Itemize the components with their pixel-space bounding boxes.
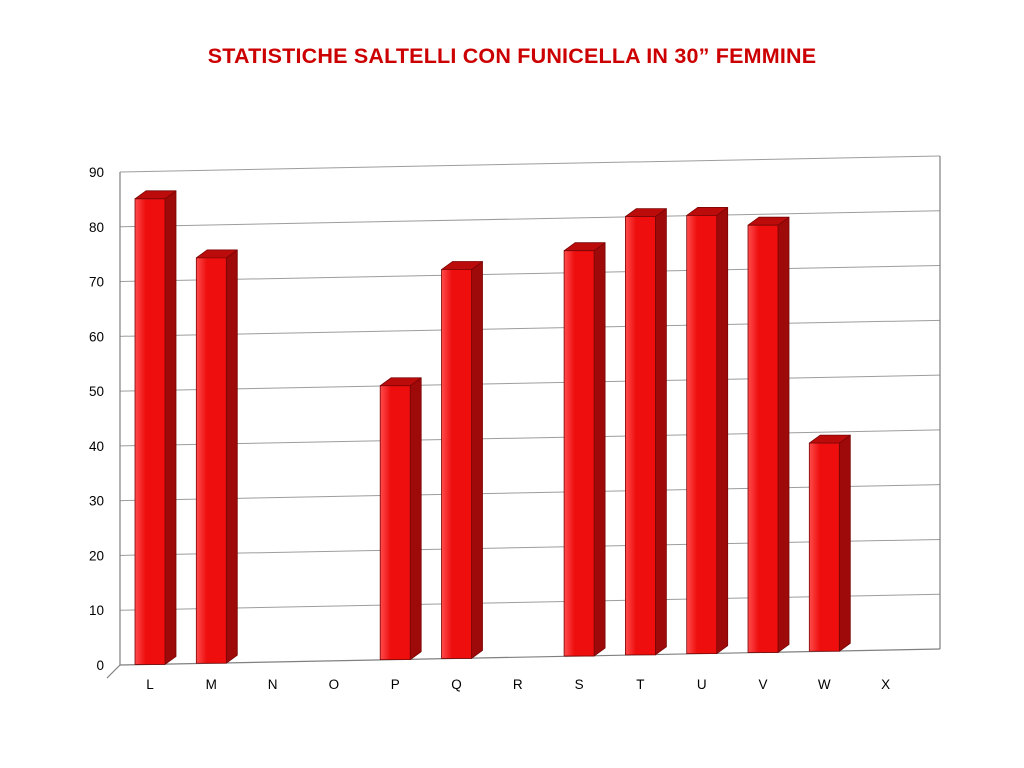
bar-V bbox=[747, 216, 790, 653]
bars bbox=[134, 190, 851, 665]
x-category-label: X bbox=[881, 677, 890, 692]
y-tick-label: 10 bbox=[89, 603, 104, 618]
axis-lines bbox=[106, 156, 941, 679]
gridlines bbox=[119, 155, 941, 611]
x-category-label: M bbox=[206, 677, 217, 692]
x-category-label: S bbox=[575, 677, 584, 692]
y-tick-label: 30 bbox=[89, 494, 104, 509]
y-tick-label: 90 bbox=[89, 165, 104, 180]
y-tick-label: 40 bbox=[89, 439, 104, 454]
x-category-label: W bbox=[818, 677, 831, 692]
x-category-label: V bbox=[758, 677, 767, 692]
y-axis-labels: 0 10 20 30 40 50 60 70 80 90 bbox=[89, 165, 104, 673]
bar-S bbox=[563, 242, 606, 657]
x-category-label: R bbox=[513, 677, 523, 692]
bar-W bbox=[808, 434, 851, 652]
y-tick-label: 0 bbox=[96, 658, 104, 673]
x-category-label: T bbox=[636, 677, 644, 692]
chart-title: STATISTICHE SALTELLI CON FUNICELLA IN 30… bbox=[207, 44, 817, 68]
y-tick-label: 80 bbox=[89, 220, 104, 235]
x-category-label: O bbox=[329, 677, 340, 692]
y-tick-label: 50 bbox=[89, 384, 104, 399]
x-category-label: L bbox=[146, 677, 154, 692]
bar-M bbox=[195, 249, 238, 664]
x-category-label: N bbox=[268, 677, 278, 692]
bar-T bbox=[625, 208, 667, 656]
bar-P bbox=[379, 377, 422, 661]
bar-L bbox=[134, 190, 177, 665]
x-category-label: Q bbox=[451, 677, 462, 692]
x-category-label: U bbox=[697, 677, 707, 692]
y-tick-label: 20 bbox=[89, 548, 104, 563]
x-axis-labels: L M N O P Q R S T U V W X bbox=[146, 677, 890, 692]
y-tick-label: 70 bbox=[89, 275, 104, 290]
x-category-label: P bbox=[391, 677, 400, 692]
y-tick-label: 60 bbox=[89, 329, 104, 344]
bar-Q bbox=[441, 261, 483, 659]
bar-U bbox=[686, 207, 729, 655]
